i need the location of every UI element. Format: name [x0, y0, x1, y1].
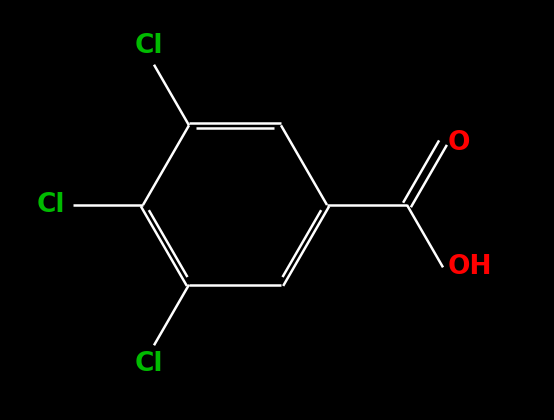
Text: O: O — [448, 130, 470, 156]
Text: Cl: Cl — [135, 351, 163, 377]
Text: OH: OH — [448, 255, 493, 281]
Text: Cl: Cl — [135, 33, 163, 59]
Text: Cl: Cl — [37, 192, 65, 218]
